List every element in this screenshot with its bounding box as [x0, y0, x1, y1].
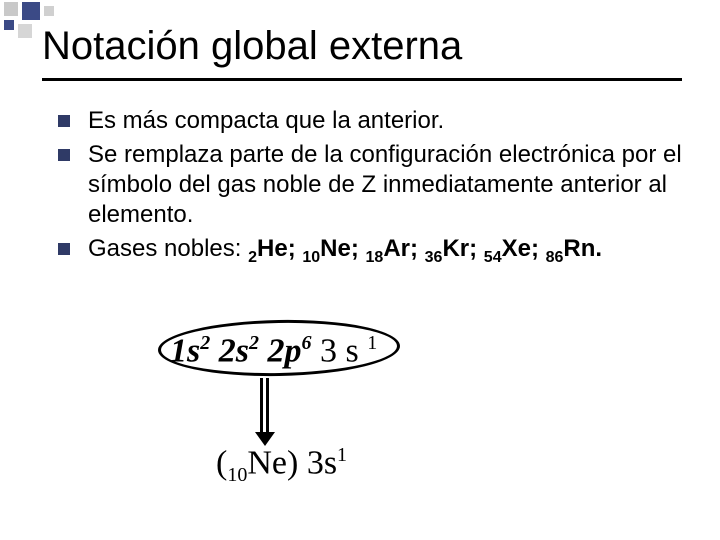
electron-config-noble: (10Ne) 3s1 [216, 444, 347, 487]
title-area: Notación global externa [42, 24, 700, 68]
bullet-list: Es más compacta que la anterior. Se remp… [58, 106, 690, 272]
noble-gas: 2He; [248, 235, 302, 262]
title-underline [42, 78, 682, 81]
deco-square [18, 24, 32, 38]
deco-square [4, 20, 14, 30]
deco-square [44, 6, 54, 16]
deco-square [22, 2, 40, 20]
noble-gas: 86Rn. [546, 235, 602, 262]
bullet-item: Se remplaza parte de la configuración el… [58, 140, 690, 230]
slide-title: Notación global externa [42, 24, 700, 68]
electron-config-full: 1s2 2s2 2p6 3 s 1 [170, 332, 377, 370]
gases-label: Gases nobles: [88, 235, 248, 262]
noble-gas: 54Xe; [484, 235, 546, 262]
noble-gas: 10Ne; [302, 235, 365, 262]
bullet-item: Gases nobles: 2He; 10Ne; 18Ar; 36Kr; 54X… [58, 234, 690, 268]
bullet-text: Es más compacta que la anterior. [88, 107, 444, 134]
noble-gas: 18Ar; [366, 235, 425, 262]
noble-gas: 36Kr; [425, 235, 484, 262]
bullet-item: Es más compacta que la anterior. [58, 106, 690, 136]
slide: Notación global externa Es más compacta … [0, 0, 720, 540]
bullet-text: Se remplaza parte de la configuración el… [88, 141, 682, 228]
deco-square [4, 2, 18, 16]
